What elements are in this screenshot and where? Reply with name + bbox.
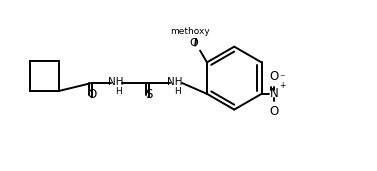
Text: S: S — [145, 88, 152, 101]
Text: NH: NH — [167, 77, 183, 87]
Text: O: O — [87, 88, 96, 101]
Text: N: N — [270, 87, 279, 100]
Text: O: O — [189, 38, 198, 48]
Text: H: H — [174, 87, 181, 96]
Text: methoxy: methoxy — [170, 27, 210, 36]
Text: ⁻: ⁻ — [279, 73, 285, 83]
Text: +: + — [279, 81, 285, 90]
Text: H: H — [115, 87, 121, 96]
Text: NH: NH — [109, 77, 124, 87]
Text: O: O — [270, 105, 279, 118]
Text: O: O — [270, 70, 279, 83]
